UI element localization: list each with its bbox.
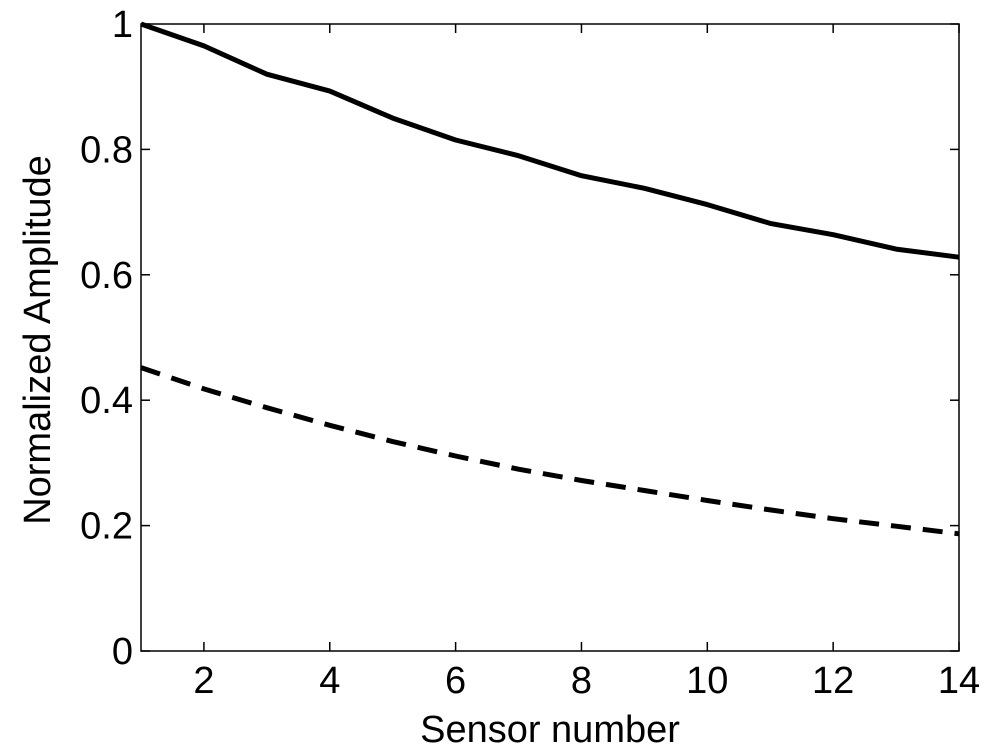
- plot-area: [140, 23, 960, 652]
- x-tick-label-14: 14: [938, 660, 980, 702]
- x-axis-label: Sensor number: [420, 709, 680, 751]
- plot-frame: [140, 23, 960, 652]
- x-tick-label-8: 8: [571, 660, 592, 702]
- y-tick-label-0.8: 0.8: [80, 129, 133, 171]
- series-layer: [140, 21, 960, 537]
- x-tick-label-2: 2: [193, 660, 214, 702]
- x-tick-label-12: 12: [812, 660, 854, 702]
- y-tick-label-1: 1: [112, 4, 133, 46]
- y-tick-label-0.4: 0.4: [80, 380, 133, 422]
- y-tick-label-0: 0: [112, 631, 133, 673]
- solid-series-line: [140, 21, 960, 260]
- y-axis-ticks: 0 0.2 0.4 0.6 0.8 1: [80, 4, 959, 673]
- y-tick-label-0.6: 0.6: [80, 255, 133, 297]
- x-tick-label-10: 10: [686, 660, 728, 702]
- dashed-series-line: [140, 365, 960, 537]
- y-axis-label: Normalized Amplitude: [17, 155, 59, 525]
- y-tick-label-0.2: 0.2: [80, 506, 133, 548]
- x-tick-label-4: 4: [319, 660, 340, 702]
- x-tick-label-6: 6: [445, 660, 466, 702]
- x-axis-ticks: 2 4 6 8 10 12 14: [193, 24, 980, 702]
